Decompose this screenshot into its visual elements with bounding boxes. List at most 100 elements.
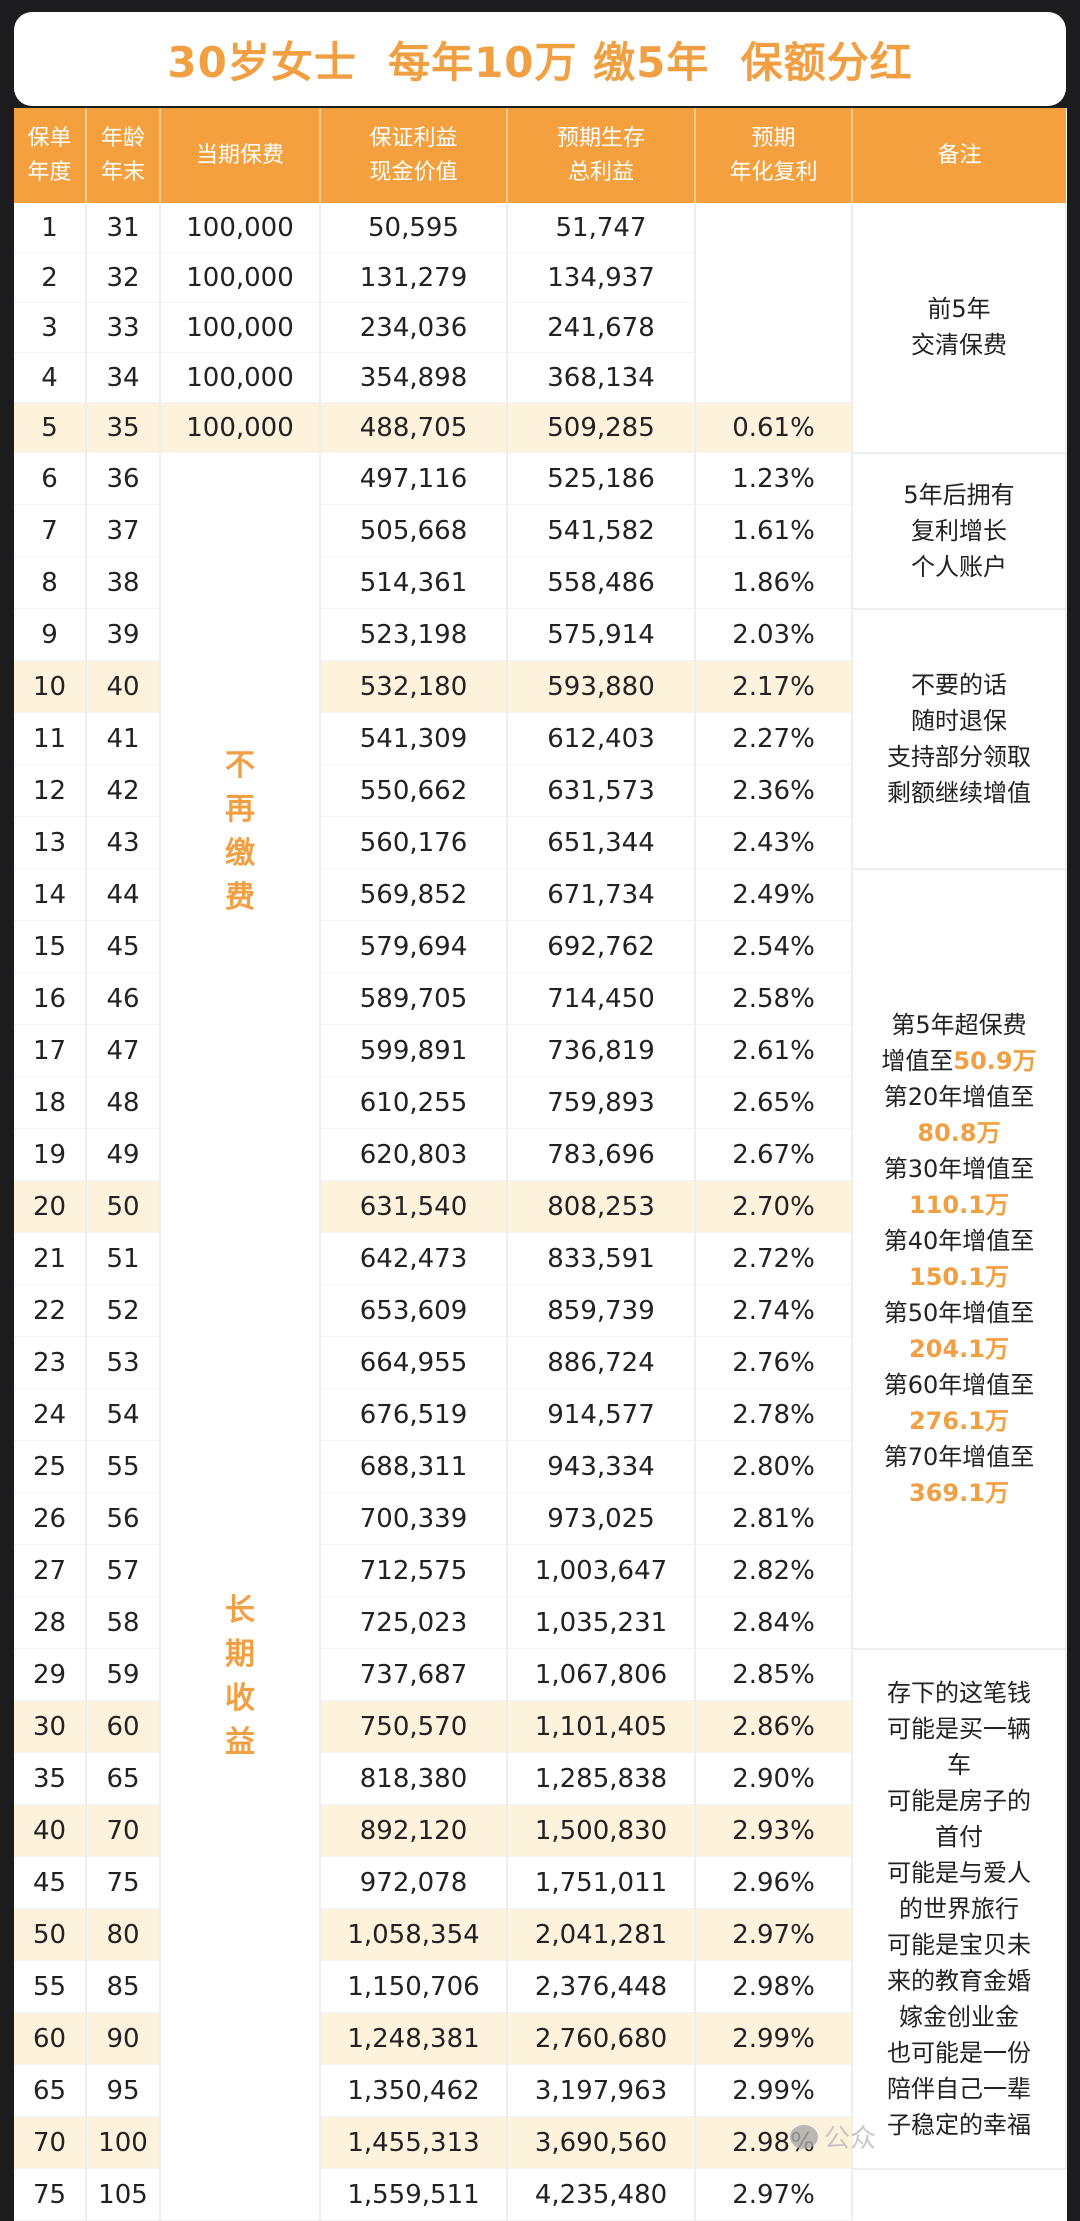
remark-text: 第5年超保费: [891, 1010, 1027, 1039]
cell-age: 46: [86, 972, 161, 1025]
cell-policy-year: 24: [14, 1388, 87, 1441]
table-row: 16 46 589,705 714,450 2.58%: [14, 972, 1066, 1025]
remark-line: 可能是买一辆: [853, 1711, 1065, 1747]
table-row: 13 43 560,176 651,344 2.43%: [14, 816, 1066, 869]
cell-age: 35: [86, 402, 161, 453]
cell-policy-year: 28: [14, 1596, 87, 1649]
cell-cash-value: 497,116: [320, 452, 508, 505]
remark-line: 276.1万: [853, 1403, 1065, 1439]
table-row: 3 33 100,000 234,036 241,678: [14, 302, 1066, 353]
table-row: 40 70 892,120 1,500,830 2.93%: [14, 1804, 1066, 1857]
cell-annual-rate: 2.90%: [695, 1752, 853, 1805]
remark-line: 剩额继续增值: [853, 775, 1065, 811]
cell-policy-year: 55: [14, 1960, 87, 2013]
header-age: 年龄 年末: [86, 108, 161, 203]
remark-line: 存下的这笔钱: [853, 1675, 1065, 1711]
cell-annual-rate: 2.72%: [695, 1232, 853, 1285]
cell-premium: 100,000: [160, 252, 321, 303]
cell-annual-rate: 0.61%: [695, 402, 853, 453]
cell-policy-year: 14: [14, 868, 87, 921]
cell-total-benefit: 593,880: [507, 660, 696, 713]
cell-age: 75: [86, 1856, 161, 1909]
cell-policy-year: 7: [14, 504, 87, 557]
table-row: 2 32 100,000 131,279 134,937: [14, 252, 1066, 303]
remark-line: 的世界旅行: [853, 1891, 1065, 1927]
cell-total-benefit: 973,025: [507, 1492, 696, 1545]
cell-policy-year: 23: [14, 1336, 87, 1389]
cell-policy-year: 26: [14, 1492, 87, 1545]
remark-text: 可能是买一辆: [887, 1714, 1031, 1743]
cell-total-benefit: 2,760,680: [507, 2012, 696, 2065]
cell-policy-year: 45: [14, 1856, 87, 1909]
cell-annual-rate: 2.78%: [695, 1388, 853, 1441]
cell-premium: 100,000: [160, 402, 321, 453]
table-row: 65 95 1,350,462 3,197,963 2.99%: [14, 2064, 1066, 2117]
cell-policy-year: 6: [14, 452, 87, 505]
cell-policy-year: 12: [14, 764, 87, 817]
cell-total-benefit: 886,724: [507, 1336, 696, 1389]
cell-cash-value: 532,180: [320, 660, 508, 713]
cell-policy-year: 22: [14, 1284, 87, 1337]
remark-text: 可能是宝贝未: [887, 1930, 1031, 1959]
remark-line: 复利增长: [853, 513, 1065, 549]
cell-age: 90: [86, 2012, 161, 2065]
remark-line: 可能是宝贝未: [853, 1927, 1065, 1963]
remark-text: 复利增长: [911, 516, 1007, 545]
cell-annual-rate: 2.36%: [695, 764, 853, 817]
remark-line: 子稳定的幸福: [853, 2107, 1065, 2143]
cell-cash-value: 354,898: [320, 352, 508, 403]
cell-cash-value: 234,036: [320, 302, 508, 353]
cell-cash-value: 550,662: [320, 764, 508, 817]
cell-annual-rate: 2.80%: [695, 1440, 853, 1493]
remark-line: 嫁金创业金: [853, 1999, 1065, 2035]
cell-cash-value: 131,279: [320, 252, 508, 303]
cell-annual-rate: 2.82%: [695, 1544, 853, 1597]
remark-line: 可能是房子的: [853, 1783, 1065, 1819]
table-header-row: 保单 年度 年龄 年末 当期保费 保证利益 现金价值 预期生存 总利益 预期 年化复利 备…: [14, 108, 1066, 203]
remark-text: 第50年增值至: [883, 1298, 1035, 1327]
table-row: 45 75 972,078 1,751,011 2.96%: [14, 1856, 1066, 1909]
table-row: 24 54 676,519 914,577 2.78%: [14, 1388, 1066, 1441]
remark-text: 可能是房子的: [887, 1786, 1031, 1815]
cell-age: 50: [86, 1180, 161, 1233]
cell-policy-year: 29: [14, 1648, 87, 1701]
wechat-icon: [790, 2124, 818, 2149]
cell-cash-value: 1,350,462: [320, 2064, 508, 2117]
cell-policy-year: 3: [14, 302, 87, 353]
table-row: 7 37 505,668 541,582 1.61%: [14, 504, 1066, 557]
cell-policy-year: 21: [14, 1232, 87, 1285]
remark-line: 5年后拥有: [853, 477, 1065, 513]
cell-total-benefit: 833,591: [507, 1232, 696, 1285]
cell-annual-rate: 2.58%: [695, 972, 853, 1025]
remark-text: 也可能是一份: [887, 2038, 1031, 2067]
remark-text: 第30年增值至: [883, 1154, 1035, 1183]
cell-policy-year: 20: [14, 1180, 87, 1233]
remark-text: 不要的话: [911, 670, 1007, 699]
cell-cash-value: 712,575: [320, 1544, 508, 1597]
remark-line: 369.1万: [853, 1475, 1065, 1511]
cell-cash-value: 1,058,354: [320, 1908, 508, 1961]
header-premium: 当期保费: [160, 108, 321, 203]
cell-total-benefit: 2,041,281: [507, 1908, 696, 1961]
cell-cash-value: 664,955: [320, 1336, 508, 1389]
cell-total-benefit: 1,003,647: [507, 1544, 696, 1597]
remark-cell: 存下的这笔钱 可能是买一辆车可能是房子的 首付 可能是与爱人 的世界旅行 可能是宝贝未 来的…: [852, 1648, 1067, 2170]
cell-total-benefit: 1,751,011: [507, 1856, 696, 1909]
cell-age: 34: [86, 352, 161, 403]
cell-cash-value: 569,852: [320, 868, 508, 921]
cell-total-benefit: 1,500,830: [507, 1804, 696, 1857]
cell-total-benefit: 759,893: [507, 1076, 696, 1129]
cell-annual-rate: 2.85%: [695, 1648, 853, 1701]
remark-text: 剩额继续增值: [887, 778, 1031, 807]
cell-cash-value: 700,339: [320, 1492, 508, 1545]
cell-total-benefit: 859,739: [507, 1284, 696, 1337]
cell-policy-year: 19: [14, 1128, 87, 1181]
cell-annual-rate: 2.03%: [695, 608, 853, 661]
cell-total-benefit: 1,101,405: [507, 1700, 696, 1753]
cell-policy-year: 10: [14, 660, 87, 713]
remark-text: 第60年增值至: [883, 1370, 1035, 1399]
cell-policy-year: 2: [14, 252, 87, 303]
cell-policy-year: 35: [14, 1752, 87, 1805]
cell-total-benefit: 943,334: [507, 1440, 696, 1493]
cell-age: 42: [86, 764, 161, 817]
